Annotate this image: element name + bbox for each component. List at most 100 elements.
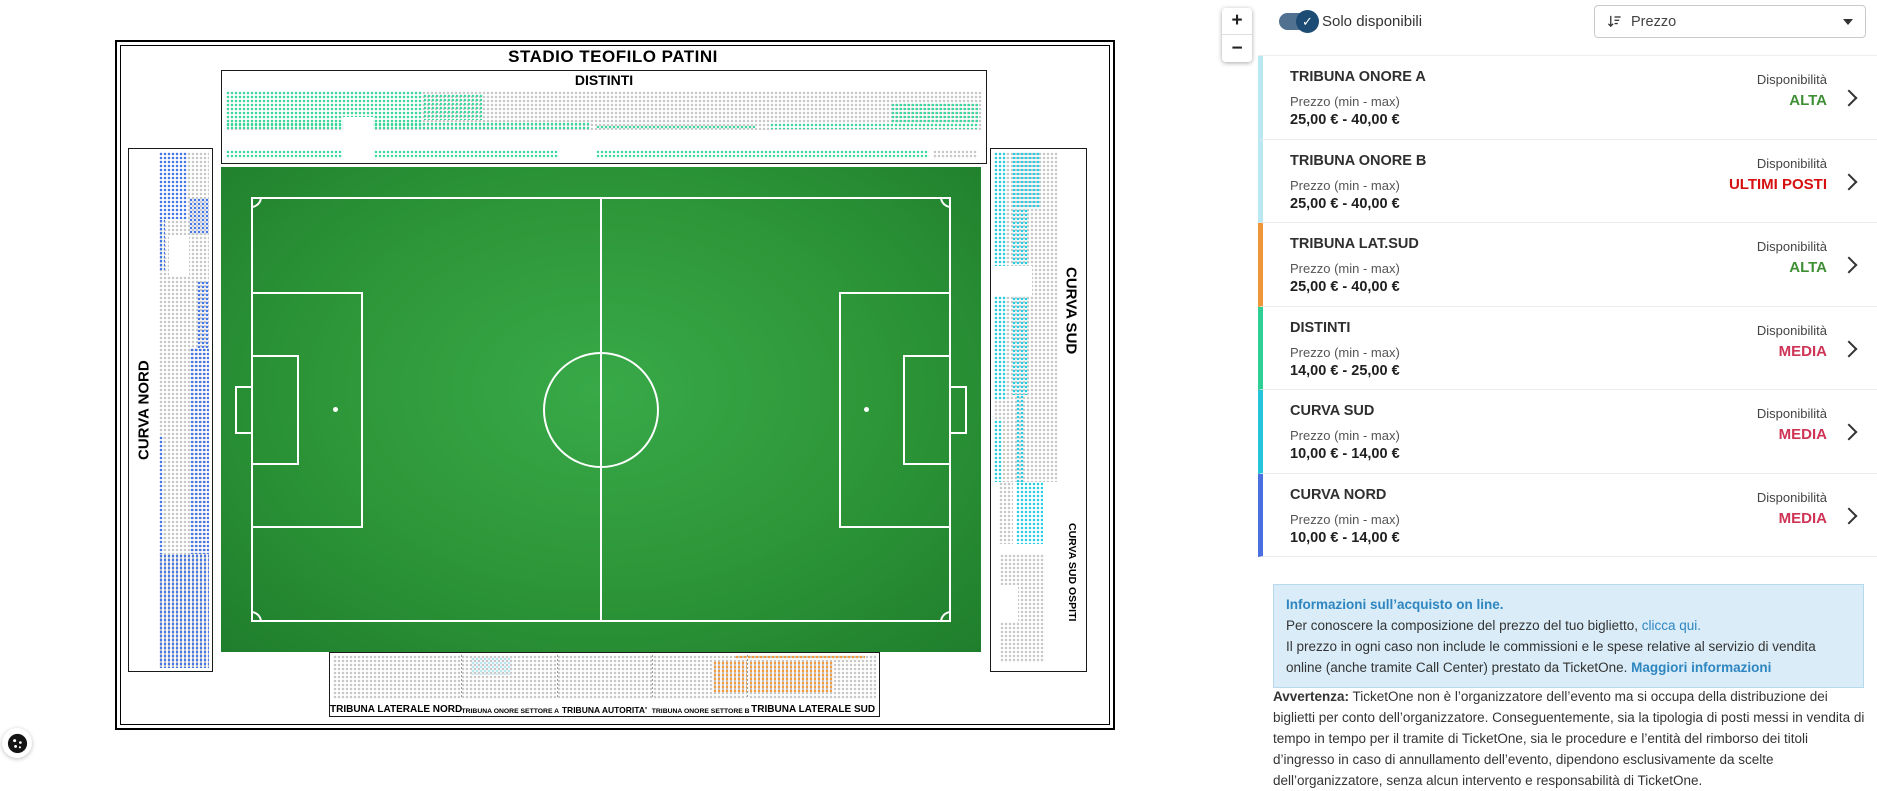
seat-block <box>1015 394 1025 483</box>
info-line2-text: Il prezzo in ogni caso non include le co… <box>1286 639 1816 675</box>
availability-caption: Disponibilità <box>1756 489 1827 505</box>
sector-name: TRIBUNA ONORE B <box>1290 152 1427 169</box>
chevron-right-icon[interactable] <box>1840 173 1858 190</box>
seat-block <box>196 281 209 349</box>
pitch-goal-area-left <box>251 355 299 465</box>
availability-caption: Disponibilità <box>1756 72 1827 87</box>
sector-name: CURVA SUD <box>1290 403 1375 419</box>
distinti-lower-rows <box>226 150 982 159</box>
zoom-out-button[interactable]: − <box>1222 35 1252 62</box>
curva-sud-seats <box>994 152 1058 668</box>
price-caption: Prezzo (min - max) <box>1290 511 1400 527</box>
chevron-right-icon[interactable] <box>1840 423 1858 441</box>
sector-list-item-tribuna-onore-a[interactable]: TRIBUNA ONORE A Prezzo (min - max) 25,00… <box>1258 56 1877 140</box>
zoom-in-button[interactable]: + <box>1222 8 1252 35</box>
disclaimer-body: TicketOne non è l’organizzatore dell’eve… <box>1273 689 1865 788</box>
sort-dropdown-label: Prezzo <box>1631 13 1677 30</box>
tribune-divider <box>747 655 749 698</box>
seat-gap <box>226 130 982 141</box>
availability-value: ULTIMI POSTI <box>1728 175 1827 193</box>
seat-block <box>1016 482 1044 545</box>
availability-value: ALTA <box>1789 92 1827 109</box>
cookie-icon <box>7 733 27 753</box>
seat-gap <box>994 265 1033 297</box>
tribune-divider <box>461 655 463 698</box>
curva-sud-ospiti-label: CURVA SUD OSPITI <box>1066 522 1078 622</box>
seat-map-curva-nord[interactable]: CURVA NORD <box>128 148 213 672</box>
pitch-goal-left <box>235 386 253 434</box>
seat-block <box>713 661 833 692</box>
distinti-label: DISTINTI <box>574 72 634 88</box>
caret-down-icon <box>1843 18 1853 25</box>
sector-price: 10,00 € - 14,00 € <box>1290 446 1400 462</box>
clicca-qui-link[interactable]: clicca qui. <box>1641 618 1701 633</box>
availability-caption: Disponibilità <box>1756 322 1827 338</box>
sector-list-item-tribuna-onore-b[interactable]: TRIBUNA ONORE B Prezzo (min - max) 25,00… <box>1258 139 1877 223</box>
curva-sud-label: CURVA SUD <box>1062 267 1080 355</box>
seat-block <box>1011 208 1029 395</box>
seat-block <box>189 198 209 235</box>
chevron-right-icon[interactable] <box>1840 256 1858 274</box>
price-caption: Prezzo (min - max) <box>1290 344 1400 360</box>
tribuna-onore-a-label: TRIBUNA ONORE SETTORE A <box>461 708 560 715</box>
seat-map-distinti[interactable]: DISTINTI <box>221 70 987 164</box>
disclaimer-label: Avvertenza: <box>1273 689 1350 704</box>
sector-list: TRIBUNA ONORE A Prezzo (min - max) 25,00… <box>1258 55 1877 557</box>
seat-gap <box>1000 585 1019 622</box>
sector-list-item-curva-nord[interactable]: CURVA NORD Prezzo (min - max) 10,00 € - … <box>1258 473 1877 557</box>
chevron-right-icon[interactable] <box>1840 89 1858 107</box>
pitch-corner-arc <box>940 197 951 208</box>
info-line1-text: Per conoscere la composizione del prezzo… <box>1286 618 1642 633</box>
seat-block <box>226 150 559 159</box>
tribune-seats <box>333 655 876 699</box>
chevron-right-icon[interactable] <box>1840 507 1858 524</box>
distinti-seats <box>226 91 982 141</box>
sector-price: 10,00 € - 14,00 € <box>1290 529 1400 546</box>
tribuna-laterale-sud-label: TRIBUNA LATERALE SUD <box>751 704 876 715</box>
sector-name: TRIBUNA LAT.SUD <box>1290 236 1419 252</box>
sector-price: 25,00 € - 40,00 € <box>1290 112 1400 128</box>
chevron-right-icon[interactable] <box>1840 340 1858 357</box>
availability-value: MEDIA <box>1778 509 1827 527</box>
toggle-label: Solo disponibili <box>1322 13 1423 30</box>
sector-list-item-curva-sud[interactable]: CURVA SUD Prezzo (min - max) 10,00 € - 1… <box>1258 390 1877 474</box>
price-caption: Prezzo (min - max) <box>1290 261 1400 276</box>
seat-block <box>159 554 209 668</box>
seat-block <box>596 150 930 159</box>
price-caption: Prezzo (min - max) <box>1290 94 1400 109</box>
seat-block <box>159 219 165 271</box>
tribuna-autorita-label: TRIBUNA AUTORITA' <box>561 705 647 715</box>
seat-block <box>1011 152 1042 209</box>
pitch-penalty-spot-left <box>333 407 338 412</box>
seat-block <box>190 348 209 555</box>
pitch-center-circle <box>543 352 659 468</box>
curva-nord-label: CURVA NORD <box>135 360 153 460</box>
sector-price: 25,00 € - 40,00 € <box>1290 195 1400 212</box>
seat-block <box>596 125 756 129</box>
map-zoom-control: + − <box>1222 8 1252 62</box>
seat-gap <box>169 234 189 276</box>
sector-price: 25,00 € - 40,00 € <box>1290 279 1400 295</box>
seat-map-curva-sud[interactable]: CURVA SUD CURVA SUD OSPITI <box>990 148 1087 672</box>
maggiori-informazioni-link[interactable]: Maggiori informazioni <box>1631 660 1772 675</box>
sector-list-item-tribuna-lat-sud[interactable]: TRIBUNA LAT.SUD Prezzo (min - max) 25,00… <box>1258 223 1877 307</box>
sort-icon <box>1607 15 1621 28</box>
sort-dropdown[interactable]: Prezzo <box>1594 5 1866 38</box>
pitch-penalty-spot-right <box>864 407 869 412</box>
info-title-link[interactable]: Informazioni sull’acquisto on line. <box>1286 597 1504 612</box>
sector-name: TRIBUNA ONORE A <box>1290 69 1426 85</box>
sector-price: 14,00 € - 25,00 € <box>1290 362 1400 379</box>
seat-block <box>159 435 164 555</box>
seat-map-tribune[interactable]: TRIBUNA LATERALE NORD TRIBUNA ONORE SETT… <box>329 652 880 717</box>
sector-name: DISTINTI <box>1290 319 1351 336</box>
availability-caption: Disponibilità <box>1756 155 1827 171</box>
pitch-goal-right <box>949 386 967 434</box>
pitch-corner-arc <box>940 611 951 622</box>
sector-list-item-distinti[interactable]: DISTINTI Prezzo (min - max) 14,00 € - 25… <box>1258 306 1877 390</box>
seat-block <box>891 103 979 123</box>
seat-block <box>994 420 1002 483</box>
solo-disponibili-toggle[interactable] <box>1279 10 1319 33</box>
availability-value: MEDIA <box>1778 342 1827 360</box>
cookie-consent-button[interactable] <box>2 728 32 758</box>
pitch-corner-arc <box>251 611 262 622</box>
